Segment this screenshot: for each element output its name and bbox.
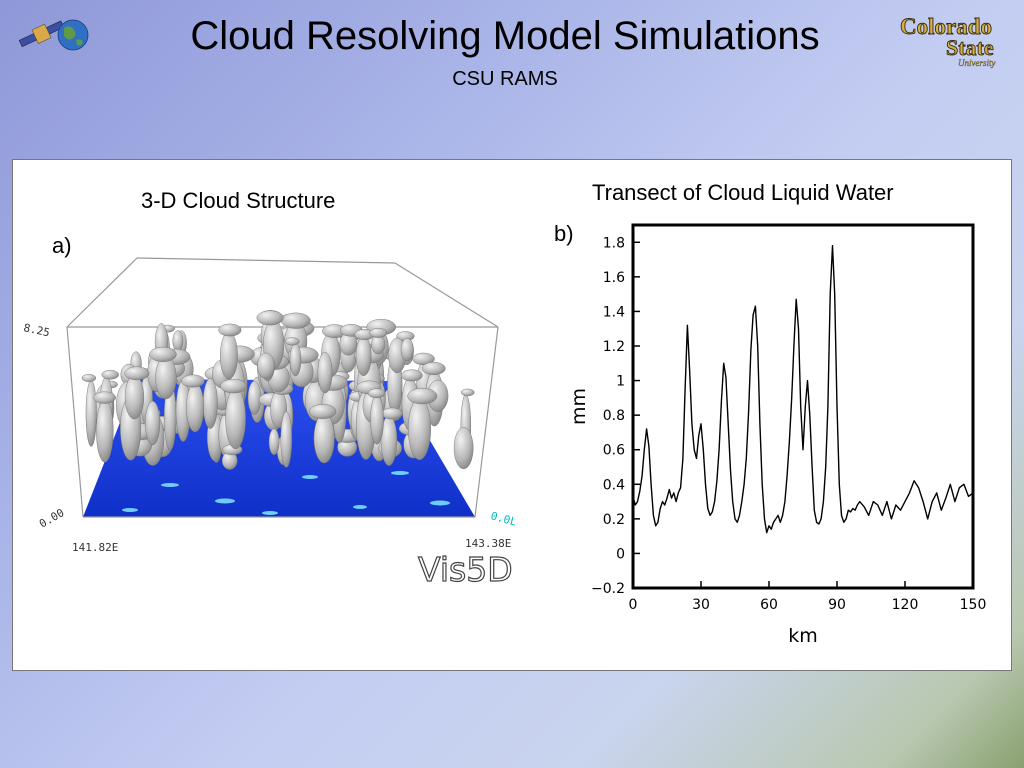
vis5d-logo: Vis5D [418,550,513,589]
cloud-cell [124,375,144,420]
cloud-cell [280,411,293,468]
cloud-top [101,369,119,380]
cloud-top [93,391,116,404]
y-tick-label: 0.2 [603,512,625,528]
y-axis-label: mm [568,388,590,425]
satellite-globe-logo [18,12,93,62]
x-tick-label: 120 [892,597,919,613]
logo-line-2: State [946,35,994,60]
y-tick-label: 0 [616,546,625,562]
plot-frame [631,223,975,590]
right-value-label: 0.0L [489,509,515,529]
panel-b-title: Transect of Cloud Liquid Water [592,180,894,205]
cloud-cell [355,336,372,376]
cloud-top [181,374,205,388]
cloud-cell [225,387,246,450]
x-tick-label: 90 [828,597,846,613]
cloud-cell [247,380,262,415]
y-tick-label: 1.6 [603,270,625,286]
cloud-cell [400,337,414,361]
x-tick-label: 30 [692,597,710,613]
cloud-cell [408,397,432,460]
x-tick-label: 60 [760,597,778,613]
cloud-cell [172,330,184,352]
panel-a-title: 3-D Cloud Structure [141,188,336,213]
y-tick-label: −0.2 [591,581,625,597]
x-tick-label: 0 [629,597,638,613]
cloud-cell [313,413,335,464]
cloud-top [309,404,337,419]
cloud-cell [186,382,205,433]
left-longitude-label: 141.82E [72,541,118,554]
cloud-top [381,407,403,420]
top-altitude-label: 8.25 [22,321,51,339]
cloud-cell [219,331,238,380]
y-tick-label: 1.4 [603,304,625,320]
cloud-top [149,346,177,362]
cloud-cell [96,399,114,463]
bottom-altitude-label: 0.00 [37,506,66,531]
cloud-top [421,361,446,375]
cloud-cell [257,352,275,379]
y-tick-label: 0.8 [603,408,625,424]
cloud-cell [289,343,302,377]
cloud-top [220,378,247,394]
cloud-top [281,312,311,329]
series-line [632,245,974,534]
cloud-top [81,374,97,382]
cloud-top [400,369,423,382]
cloud-cell [370,394,384,445]
cloud-top [407,388,438,405]
logo-line-1: Colorado [900,14,992,39]
y-tick-label: 1.2 [603,339,625,355]
cloud-top [369,328,388,338]
cloud-top [367,388,386,398]
cloud-liquid-water-chart: −0.2 0 0.2 0.4 0.6 0.8 1 1.2 1.4 1.6 1.8 0 30 60 90 120… [555,215,1000,655]
logo-line-3: University [958,58,996,68]
cloud-cell [155,356,177,400]
cloud-top [256,310,284,326]
cloud-cell [453,427,474,470]
right-longitude-label: 143.38E [465,537,511,550]
x-tick-label: 150 [960,597,987,613]
panel-b-label: b) [554,221,574,246]
cloud-top [460,388,475,397]
cloud-cell [317,351,333,394]
y-tick-label: 0.6 [603,443,625,459]
slide-subtitle: CSU RAMS [452,68,558,90]
colorado-state-university-logo: Colorado State University [896,12,1014,70]
cloud-cell [268,428,280,456]
y-tick-label: 0.4 [603,477,625,493]
y-tick-label: 1.8 [603,235,625,251]
cloud-cell [202,378,218,429]
cloud-cell [85,379,97,447]
cloud-cell [145,400,161,446]
y-tick-label: 1 [616,374,625,390]
x-axis-label: km [788,625,818,647]
cloud-top [284,337,300,346]
cloud-top [218,323,242,337]
cloud-3d-render: 8.25 0.00 141.82E 143.38E 0.0L Vis5D [20,255,519,590]
slide-title: Cloud Resolving Model Simulations [190,14,820,58]
panel-a-label: a) [52,233,72,258]
cloud-top [124,366,150,381]
